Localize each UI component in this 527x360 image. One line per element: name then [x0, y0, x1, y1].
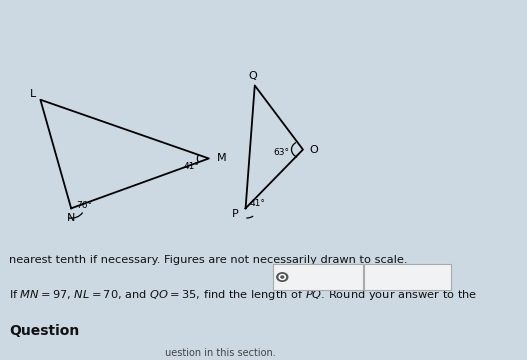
Text: N: N — [67, 212, 75, 222]
Text: M: M — [217, 153, 227, 163]
Text: If $MN = 97$, $NL = 70$, and $QO = 35$, find the length of $\overline{PQ}$. Roun: If $MN = 97$, $NL = 70$, and $QO = 35$, … — [9, 287, 477, 303]
FancyBboxPatch shape — [273, 264, 363, 290]
Circle shape — [279, 275, 286, 279]
Text: Show Examples: Show Examples — [369, 272, 446, 282]
Text: L: L — [30, 89, 36, 99]
Text: 63°: 63° — [273, 148, 289, 157]
Text: uestion in this section.: uestion in this section. — [165, 348, 276, 358]
Text: Q: Q — [248, 71, 257, 81]
Text: Question: Question — [9, 324, 80, 338]
Text: 76°: 76° — [76, 201, 93, 210]
Text: 41°: 41° — [183, 162, 200, 171]
Circle shape — [277, 273, 288, 281]
Text: P: P — [232, 209, 239, 219]
Circle shape — [281, 276, 284, 278]
Text: 41°: 41° — [249, 199, 265, 208]
Text: nearest tenth if necessary. Figures are not necessarily drawn to scale.: nearest tenth if necessary. Figures are … — [9, 255, 408, 265]
FancyBboxPatch shape — [364, 264, 451, 290]
Text: O: O — [310, 145, 319, 154]
Text: Watch Video: Watch Video — [290, 272, 352, 282]
